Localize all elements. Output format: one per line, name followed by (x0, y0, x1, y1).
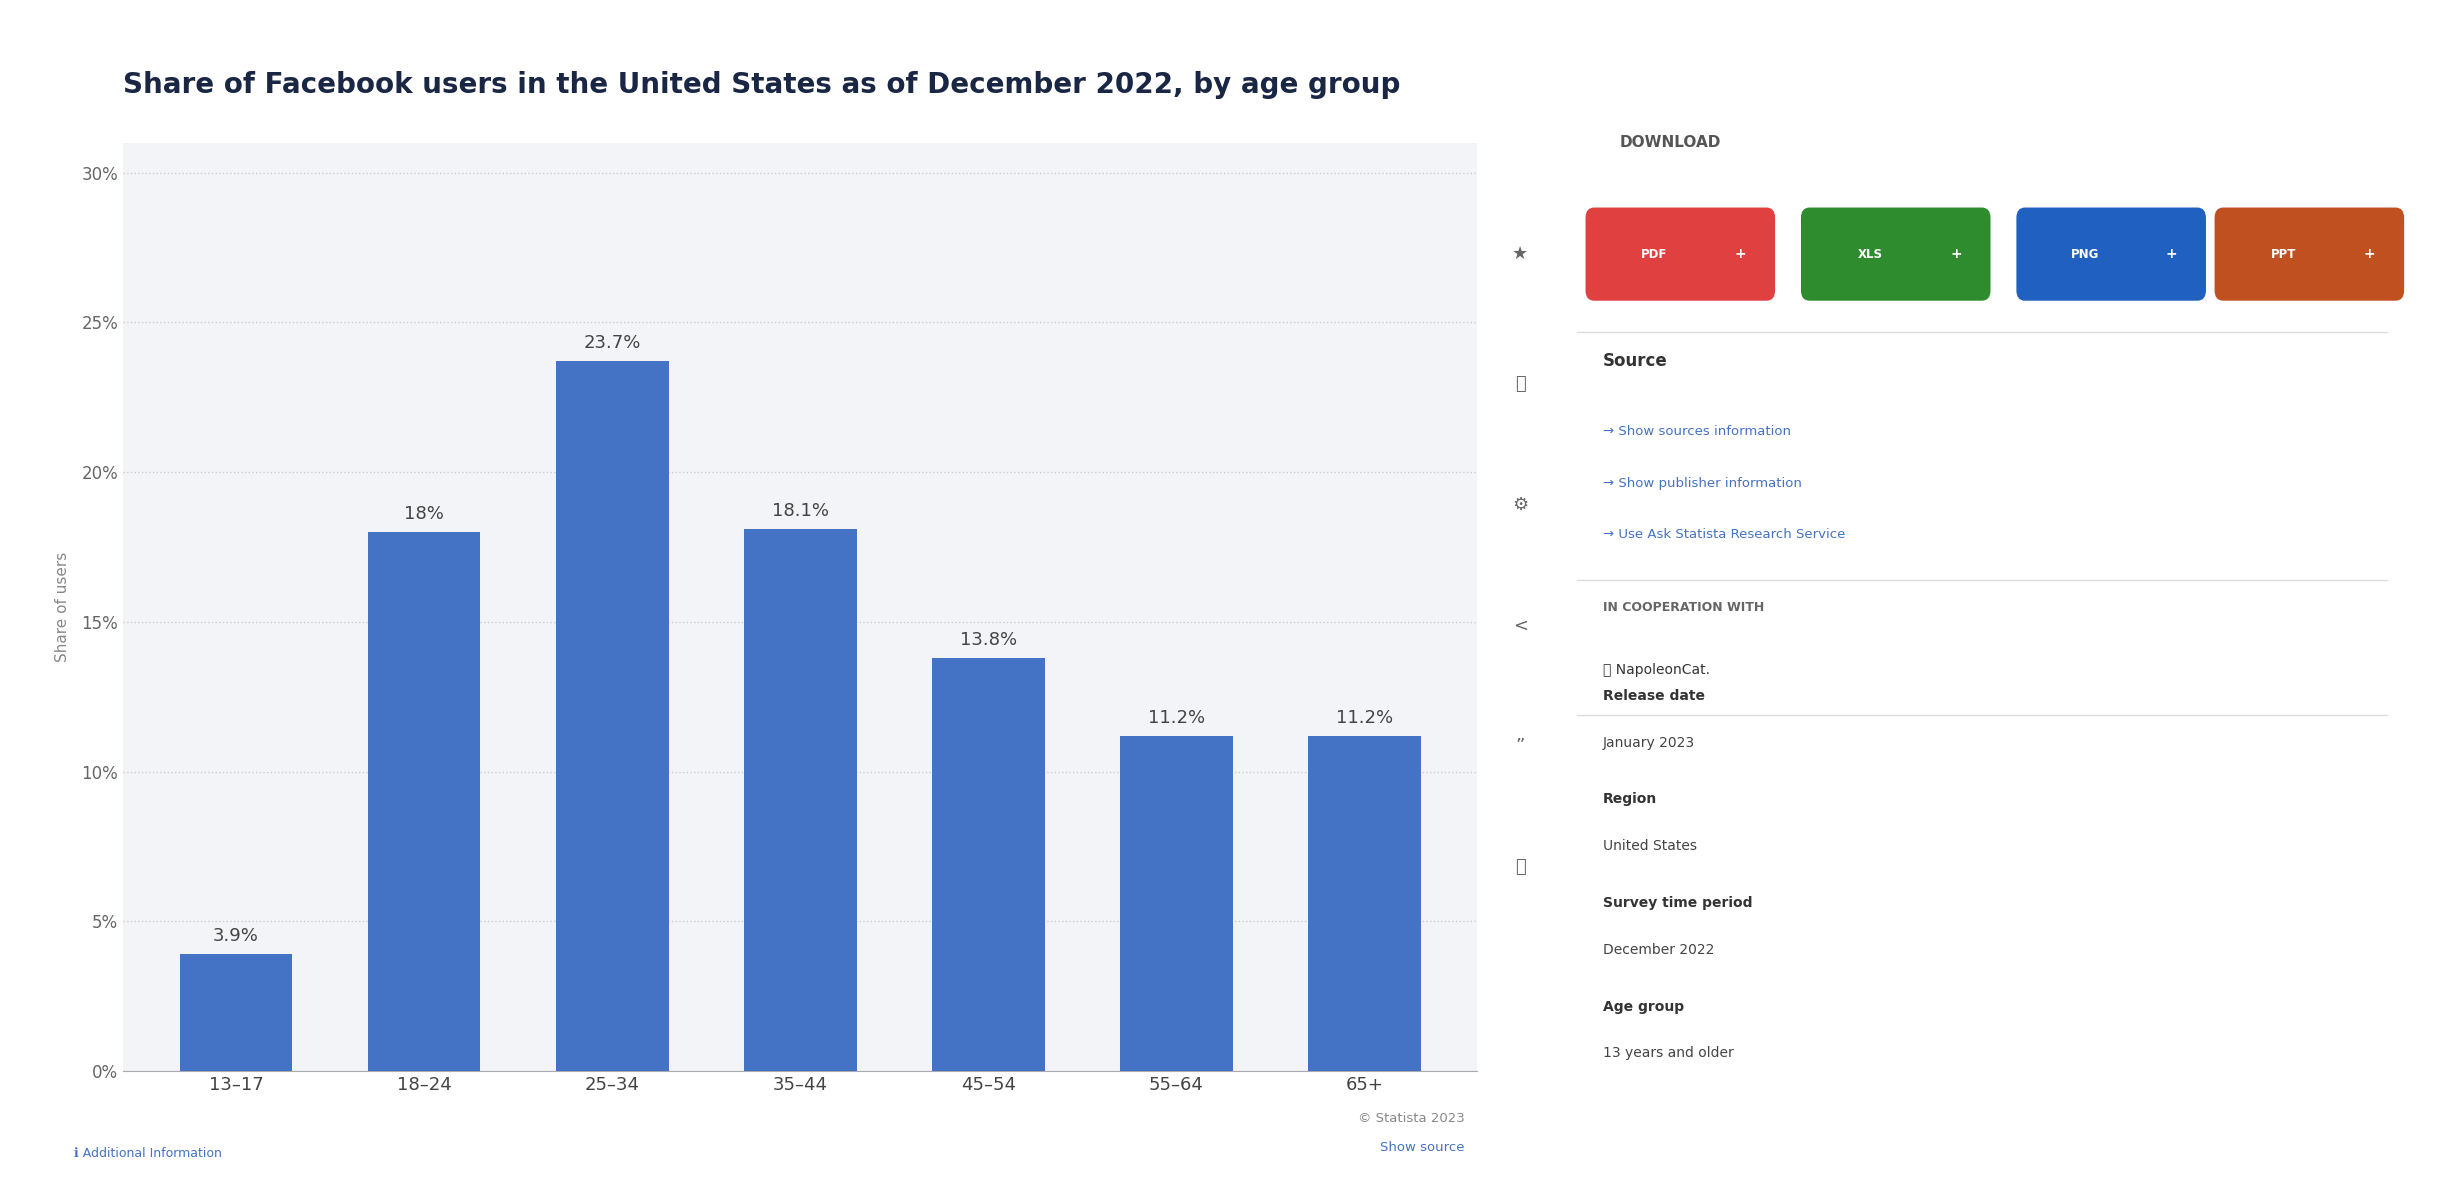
Text: January 2023: January 2023 (1603, 735, 1694, 750)
Y-axis label: Share of users: Share of users (54, 552, 71, 662)
Text: December 2022: December 2022 (1603, 942, 1714, 957)
Text: 11.2%: 11.2% (1337, 709, 1393, 727)
Text: ⚙: ⚙ (1512, 496, 1529, 514)
Text: PNG: PNG (2071, 248, 2100, 261)
Bar (1307, 735, 1421, 1071)
Text: 23.7%: 23.7% (583, 334, 640, 352)
Text: Survey time period: Survey time period (1603, 896, 1753, 910)
Text: → Use Ask Statista Research Service: → Use Ask Statista Research Service (1603, 528, 1844, 541)
Text: +: + (2364, 248, 2376, 261)
Text: 🔔: 🔔 (1514, 375, 1526, 393)
Text: Age group: Age group (1603, 1000, 1684, 1014)
Text: 13.8%: 13.8% (960, 631, 1017, 649)
Text: 11.2%: 11.2% (1147, 709, 1204, 727)
Text: DOWNLOAD: DOWNLOAD (1620, 136, 1721, 150)
Text: 18.1%: 18.1% (771, 502, 830, 520)
FancyBboxPatch shape (2216, 207, 2403, 301)
Text: → Show sources information: → Show sources information (1603, 425, 1790, 438)
Text: PDF: PDF (1642, 248, 1667, 261)
Text: +: + (1950, 248, 1962, 261)
Text: 3.9%: 3.9% (214, 927, 259, 945)
Text: ”: ” (1517, 737, 1524, 756)
Text: © Statista 2023: © Statista 2023 (1359, 1111, 1465, 1125)
Bar (744, 530, 857, 1071)
Bar (556, 362, 670, 1071)
Text: +: + (1736, 248, 1746, 261)
FancyBboxPatch shape (2016, 207, 2206, 301)
Text: Share of Facebook users in the United States as of December 2022, by age group: Share of Facebook users in the United St… (123, 71, 1401, 100)
Text: <: < (1512, 616, 1529, 634)
Text: 🖨: 🖨 (1514, 858, 1526, 876)
Text: +: + (2167, 248, 2176, 261)
Bar (367, 532, 480, 1071)
Text: IN COOPERATION WITH: IN COOPERATION WITH (1603, 601, 1763, 614)
Text: ℹ Additional Information: ℹ Additional Information (74, 1147, 222, 1160)
Text: 13 years and older: 13 years and older (1603, 1046, 1733, 1060)
Text: → Show publisher information: → Show publisher information (1603, 477, 1802, 490)
Text: PPT: PPT (2270, 248, 2297, 261)
Text: United States: United States (1603, 839, 1696, 853)
Text: XLS: XLS (1856, 248, 1883, 261)
Text: 18%: 18% (404, 505, 443, 524)
Text: Show source: Show source (1381, 1141, 1465, 1154)
Bar (1120, 735, 1233, 1071)
FancyBboxPatch shape (1800, 207, 1989, 301)
FancyBboxPatch shape (1586, 207, 1775, 301)
Text: ★: ★ (1512, 245, 1529, 263)
Text: Source: Source (1603, 352, 1667, 370)
Text: Release date: Release date (1603, 689, 1704, 703)
Bar (180, 954, 293, 1071)
Text: Region: Region (1603, 793, 1657, 807)
Bar (931, 658, 1044, 1071)
Text: 🐾 NapoleonCat.: 🐾 NapoleonCat. (1603, 663, 1709, 677)
